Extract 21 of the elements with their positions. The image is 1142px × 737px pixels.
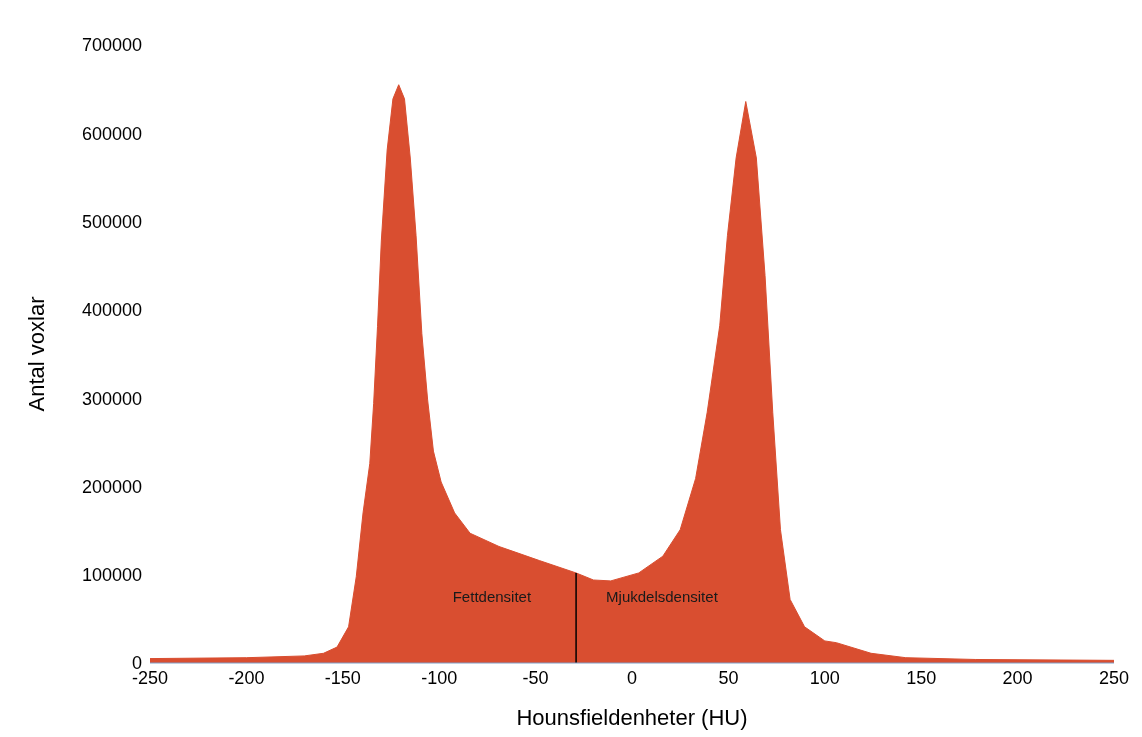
annotation: Mjukdelsdensitet bbox=[606, 588, 718, 605]
x-tick-label: 50 bbox=[718, 667, 739, 688]
x-tick-label: -50 bbox=[522, 667, 549, 688]
x-tick-label: 0 bbox=[626, 667, 638, 688]
annotation: Fettdensitet bbox=[452, 588, 532, 605]
x-tick-label: 100 bbox=[809, 667, 840, 688]
y-axis-title: Antal voxlar bbox=[23, 296, 49, 412]
y-tick-label: 600000 bbox=[81, 123, 142, 144]
x-tick-label: -150 bbox=[324, 667, 361, 688]
x-tick-label: -100 bbox=[421, 667, 458, 688]
x-tick-label: 250 bbox=[1098, 667, 1130, 688]
x-tick-label: 150 bbox=[906, 667, 937, 688]
y-tick-label: 200000 bbox=[81, 476, 142, 497]
y-tick-label: 400000 bbox=[81, 300, 142, 321]
y-tick-label: 100000 bbox=[81, 565, 142, 586]
y-tick-label: 500000 bbox=[81, 211, 142, 232]
x-tick-label: 200 bbox=[1002, 667, 1033, 688]
y-tick-label: 700000 bbox=[81, 35, 142, 56]
x-axis-title: Hounsfieldenheter (HU) bbox=[516, 705, 748, 730]
y-tick-label: 300000 bbox=[81, 388, 142, 409]
x-tick-label: -200 bbox=[228, 667, 265, 688]
